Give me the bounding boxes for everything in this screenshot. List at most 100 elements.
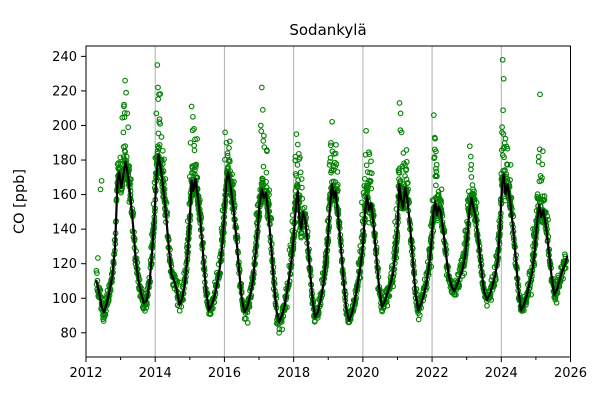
scatter-point xyxy=(191,147,198,154)
scatter-point xyxy=(155,84,161,91)
scatter-point xyxy=(189,127,196,134)
y-tick-label: 120 xyxy=(52,257,77,272)
scatter-point xyxy=(100,318,107,324)
scatter-point xyxy=(328,139,334,146)
scatter-point xyxy=(368,158,374,165)
scatter-point xyxy=(298,176,305,182)
scatter-point xyxy=(190,113,196,120)
scatter-point xyxy=(500,107,506,114)
scatter-point xyxy=(155,130,162,137)
x-tick-label: 2016 xyxy=(208,366,241,381)
x-tick-label: 2022 xyxy=(416,366,449,381)
scatter-point xyxy=(468,166,474,173)
scatter-point xyxy=(329,148,336,155)
scatter-point xyxy=(327,142,334,149)
scatter-point xyxy=(94,270,100,276)
scatter-point xyxy=(257,122,264,129)
scatter-point xyxy=(365,184,372,190)
y-tick-label: 140 xyxy=(52,223,77,238)
scatter-point xyxy=(156,142,163,148)
smoothed-line-path xyxy=(95,153,569,324)
scatter-point xyxy=(368,170,375,177)
scatter-point xyxy=(433,172,439,179)
scatter-point xyxy=(537,91,543,98)
scatter-point xyxy=(95,255,101,261)
scatter-point xyxy=(298,229,305,236)
scatter-point xyxy=(403,166,410,173)
y-tick-label: 100 xyxy=(52,292,77,307)
scatter-point xyxy=(501,139,508,146)
scatter-point xyxy=(366,151,373,158)
scatter-point xyxy=(193,161,199,168)
scatter-point xyxy=(276,330,282,336)
scatter-point xyxy=(299,184,305,191)
scatter-point xyxy=(159,147,166,154)
scatter-point xyxy=(528,291,534,298)
scatter-point xyxy=(292,153,299,160)
scatter-point xyxy=(507,162,514,168)
scatter-point xyxy=(192,164,199,170)
scatter-point xyxy=(400,150,407,156)
scatter-point xyxy=(226,158,233,165)
scatter-point xyxy=(191,167,198,174)
x-tick-label: 2018 xyxy=(277,366,310,381)
scatter-point xyxy=(430,112,437,118)
scatter-point xyxy=(121,101,127,108)
scatter-point xyxy=(222,129,228,136)
scatter-point xyxy=(488,297,495,303)
scatter-point xyxy=(333,142,339,148)
scatter-point xyxy=(102,312,109,318)
y-tick-label: 220 xyxy=(52,84,77,99)
scatter-point xyxy=(156,91,162,98)
scatter-point xyxy=(404,180,411,186)
scatter-point xyxy=(468,161,475,168)
x-tick-label: 2020 xyxy=(346,366,379,381)
scatter-point xyxy=(226,145,232,151)
scatter-point xyxy=(535,153,542,160)
scatter-point xyxy=(143,304,150,311)
scatter-point xyxy=(396,100,403,106)
scatter-point xyxy=(188,103,195,110)
scatter-point xyxy=(266,187,273,193)
scatter-point xyxy=(155,96,162,102)
y-tick-label: 180 xyxy=(52,154,77,169)
scatter-point xyxy=(279,326,286,333)
scatter-point xyxy=(438,186,445,193)
scatter-point xyxy=(276,326,283,332)
scatter-point xyxy=(263,169,270,176)
scatter-point xyxy=(123,89,129,96)
scatter-point xyxy=(244,319,251,326)
scatter-point xyxy=(368,185,375,192)
scatter-point xyxy=(260,138,267,144)
scatter-point xyxy=(261,132,267,139)
scatter-point xyxy=(156,116,163,123)
scatter-point xyxy=(434,217,441,224)
scatter-point xyxy=(98,177,105,184)
y-tick-label: 240 xyxy=(52,50,77,65)
scatter-point xyxy=(224,150,231,156)
scatter-point xyxy=(301,204,308,211)
scatter-point xyxy=(333,161,340,167)
scatter-point xyxy=(121,110,128,116)
scatter-point xyxy=(122,143,129,149)
scatter-point xyxy=(156,144,162,151)
scatter-point xyxy=(327,155,334,161)
scatter-point xyxy=(431,134,438,141)
scatter-point xyxy=(466,143,473,150)
scatter-point xyxy=(471,188,477,195)
scatter-point xyxy=(539,175,545,181)
scatter-point xyxy=(334,181,341,188)
scatter-point xyxy=(263,178,269,185)
scatter-point xyxy=(363,162,370,169)
scatter-point xyxy=(97,186,104,193)
scatter-point xyxy=(499,129,505,136)
scatter-point xyxy=(122,148,129,155)
scatter-point xyxy=(484,303,490,309)
scatter-point xyxy=(500,75,507,82)
scatter-point xyxy=(416,312,423,319)
scatter-point xyxy=(403,158,410,165)
scatter-point xyxy=(161,156,167,163)
scatter-point xyxy=(434,173,440,180)
